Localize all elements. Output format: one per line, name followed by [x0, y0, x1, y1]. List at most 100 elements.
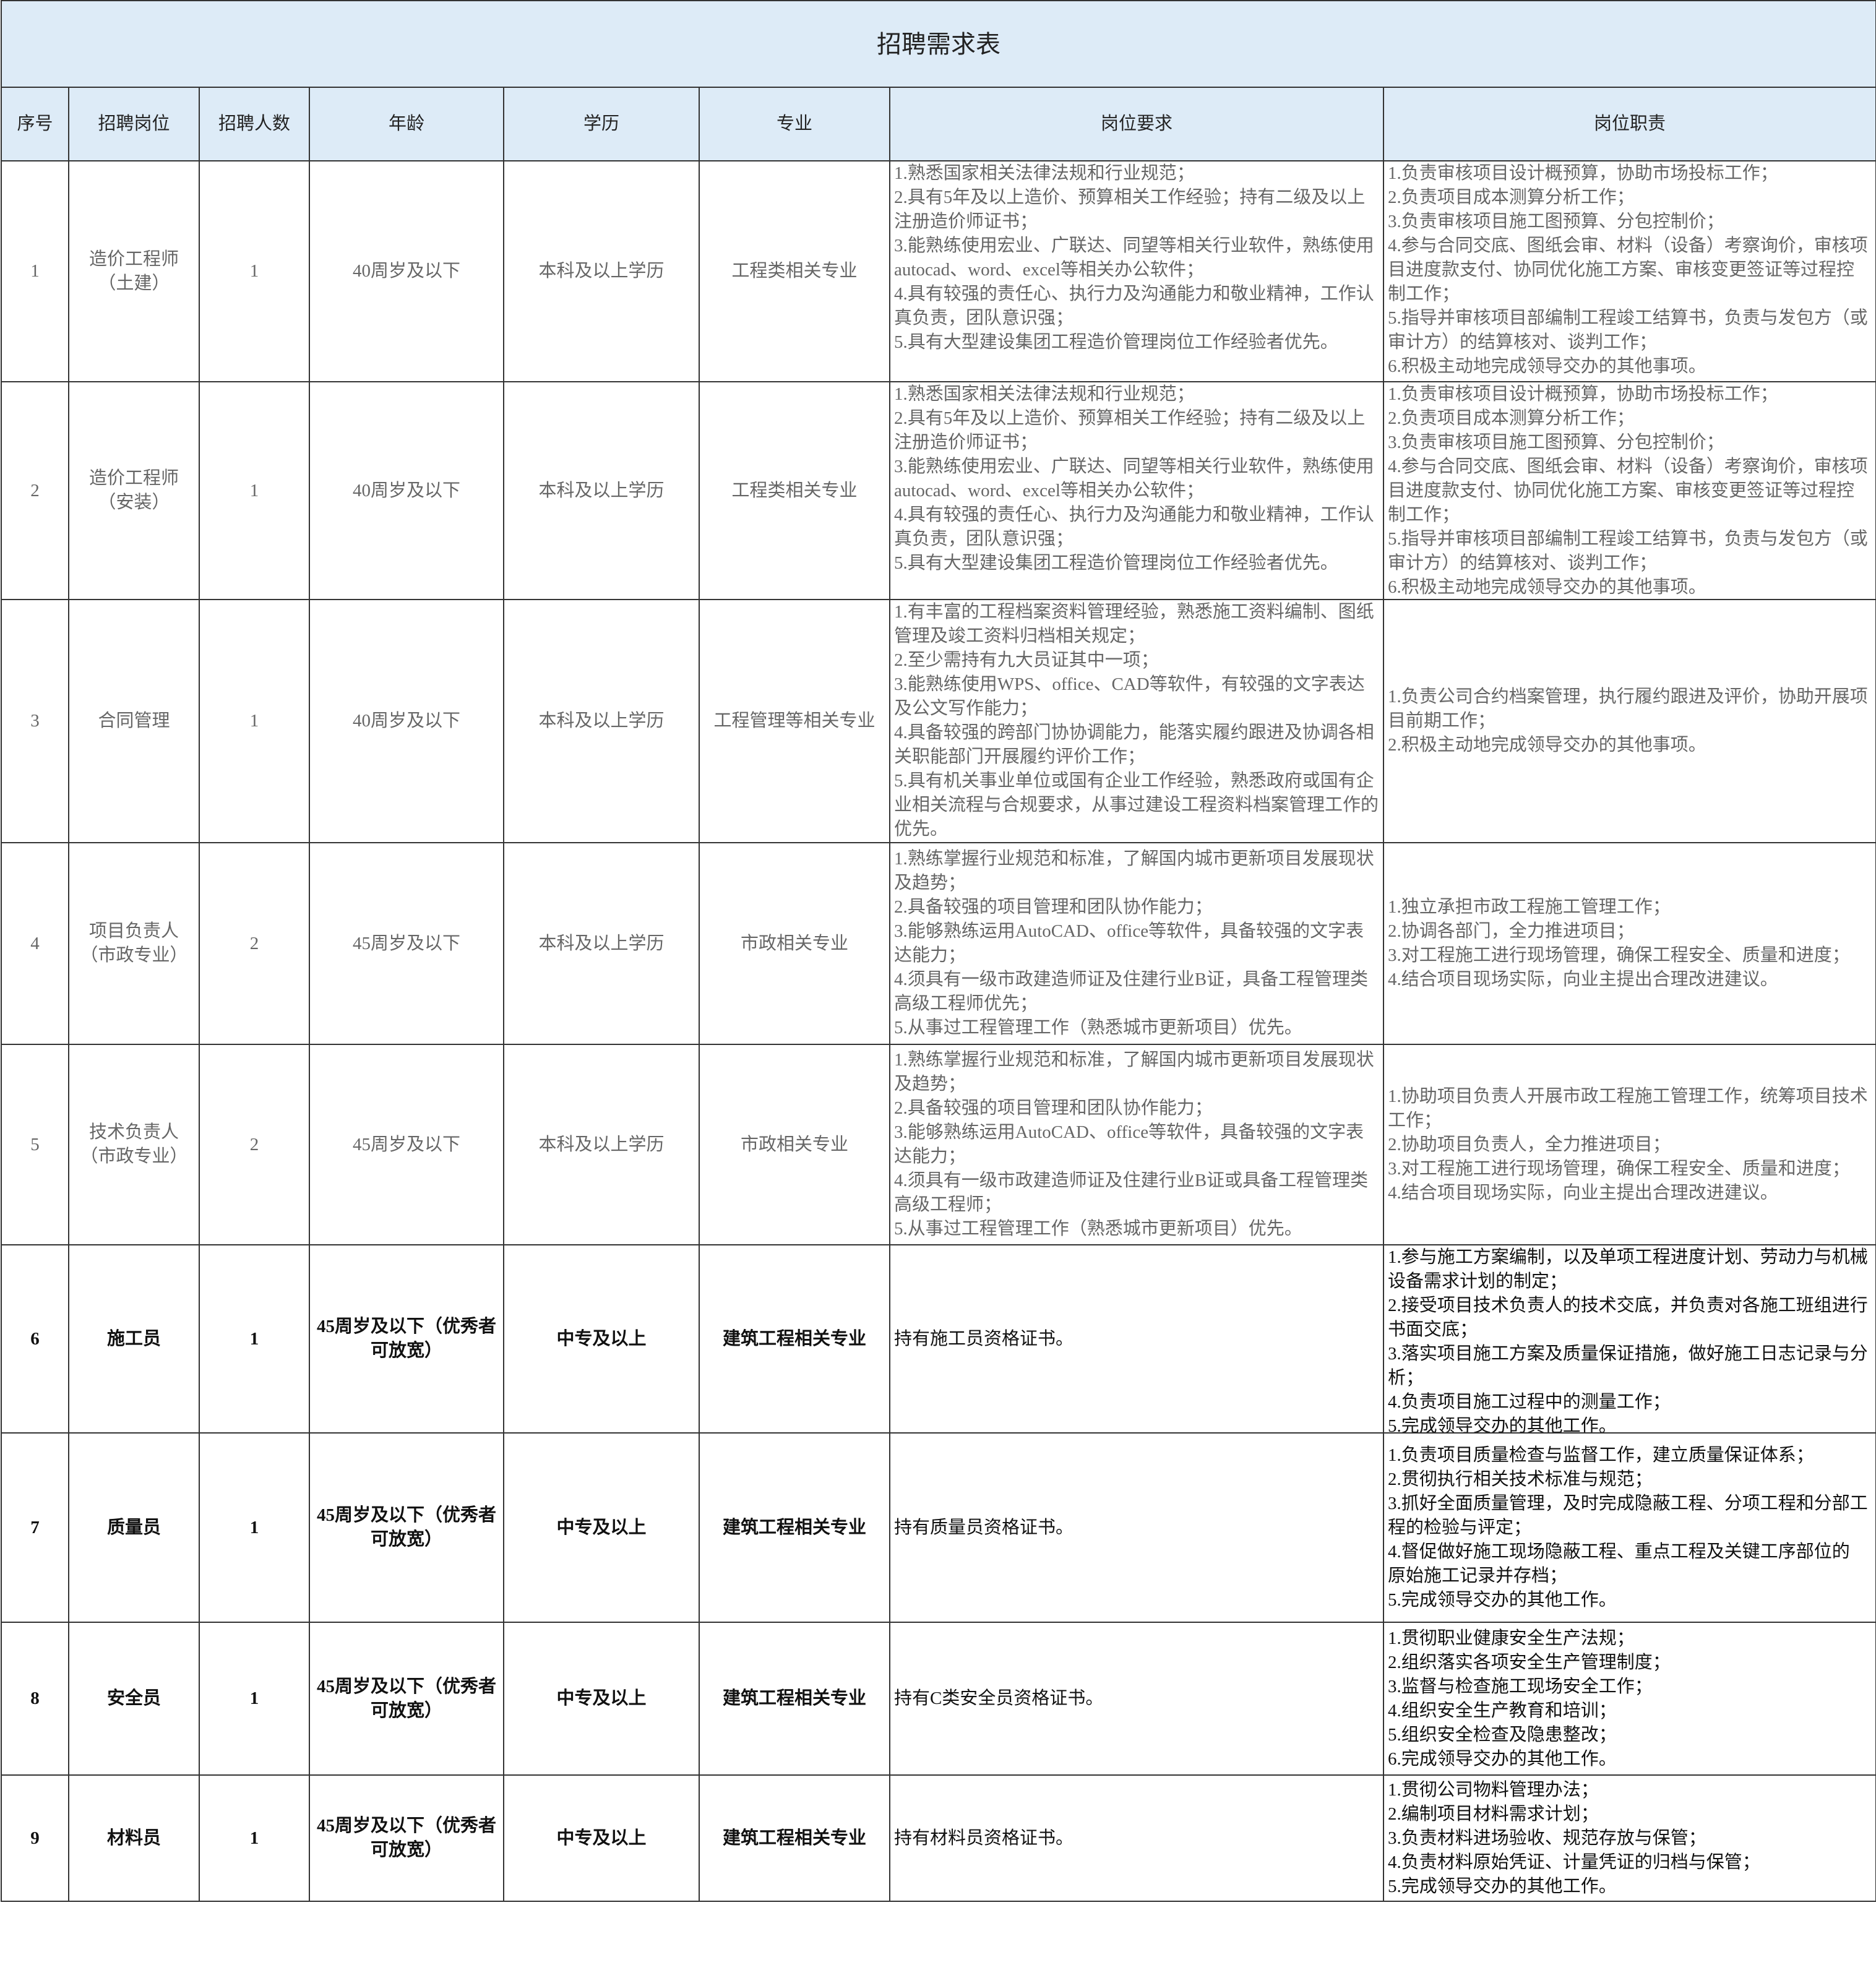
table-row: 5 技术负责人 （市政专业） 2 45周岁及以下 本科及以上学历 市政相关专业 1.熟练掌握行… [1, 1044, 1876, 1245]
cell-content: 持有C类安全员资格证书。 [894, 1687, 1379, 1711]
cell-content: 40周岁及以下 [314, 259, 499, 283]
cell-text: 45周岁及以下 [352, 1134, 460, 1154]
cell-age: 45周岁及以下（优秀者可放宽） [309, 1622, 504, 1776]
cell-count: 1 [199, 1244, 310, 1434]
cell-content: 45周岁及以下（优秀者可放宽） [314, 1503, 499, 1552]
text-line: 1.熟练掌握行业规范和标准，了解国内城市更新项目发展现状及趋势； [894, 1050, 1374, 1094]
text-line: 2.负责项目成本测算分析工作； [1388, 187, 1635, 207]
table-row: 3 合同管理 1 40周岁及以下 本科及以上学历 工程管理等相关专业 1.有丰富的工程档案资… [1, 599, 1876, 843]
cell-content: 9 [6, 1826, 64, 1851]
cell-text: 45周岁及以下 [352, 933, 460, 953]
cell-content: 合同管理 [73, 709, 195, 733]
cell-text: 本科及以上学历 [538, 261, 665, 281]
cell-content: 建筑工程相关专业 [704, 1826, 885, 1851]
cell-duties: 1.贯彻职业健康安全生产法规； 2.组织落实各项安全生产管理制度； 3.监督与检查施… [1383, 1622, 1876, 1776]
cell-content: 中专及以上 [508, 1826, 695, 1851]
cell-major: 市政相关专业 [699, 842, 890, 1045]
cell-text: 45周岁及以下（优秀者可放宽） [316, 1676, 496, 1721]
cell-text: 1 [249, 1828, 259, 1848]
text-line: 2.具备较强的项目管理和团队协作能力； [894, 1098, 1213, 1118]
cell-text: 1 [249, 1517, 259, 1537]
cell-content: 40周岁及以下 [314, 709, 499, 733]
text-line: 1.熟练掌握行业规范和标准，了解国内城市更新项目发展现状及趋势； [894, 849, 1374, 893]
text-line: 4.具有较强的责任心、执行力及沟通能力和敬业精神，工作认真负责，团队意识强； [894, 284, 1374, 328]
cell-content: 1.负责审核项目设计概预算，协助市场投标工作； 2.负责项目成本测算分析工作； 3.… [1388, 162, 1872, 379]
text-line: 5.完成领导交办的其他工作。 [1388, 1589, 1617, 1610]
cell-content: 1.协助项目负责人开展市政工程施工管理工作，统筹项目技术工作； 2.协助项目负责人… [1388, 1085, 1872, 1205]
cell-duties: 1.负责项目质量检查与监督工作，建立质量保证体系； 2.贯彻执行相关技术标准与规范… [1383, 1432, 1876, 1623]
text-line: 原始施工记录并存档； [1388, 1565, 1568, 1586]
header-row: 序号 招聘岗位 招聘人数 年龄 学历 专业 岗位要求 岗位职责 [1, 87, 1876, 161]
text-line: 造价工程师 [88, 249, 179, 269]
text-line: 2.具备较强的项目管理和团队协作能力； [894, 897, 1213, 917]
text-line: 1.负责审核项目设计概预算，协助市场投标工作； [1388, 163, 1778, 183]
cell-text: 建筑工程相关专业 [722, 1828, 866, 1848]
cell-requirements: 1.熟悉国家相关法律法规和行业规范； 2.具有5年及以上造价、预算相关工作经验；持… [889, 381, 1384, 600]
cell-content: 45周岁及以下（优秀者可放宽） [314, 1675, 499, 1723]
cell-text: 中专及以上 [556, 1688, 647, 1708]
cell-content: 造价工程师 （安装） [73, 467, 195, 515]
cell-content: 1 [204, 709, 305, 733]
table-row: 4 项目负责人 （市政专业） 2 45周岁及以下 本科及以上学历 市政相关专业 1.熟练掌握行… [1, 842, 1876, 1045]
cell-education: 本科及以上学历 [503, 381, 700, 600]
text-line: 持有C类安全员资格证书。 [894, 1688, 1104, 1708]
cell-duties: 1.贯彻公司物料管理办法； 2.编制项目材料需求计划； 3.负责材料进场验收、规范存… [1383, 1774, 1876, 1902]
cell-major: 建筑工程相关专业 [699, 1244, 890, 1434]
text-line: 1.协助项目负责人开展市政工程施工管理工作，统筹项目技术工作； [1388, 1086, 1868, 1130]
cell-text: 2 [249, 933, 259, 953]
cell-count: 1 [199, 381, 310, 600]
text-line: 3.能熟练使用WPS、office、CAD等软件，有较强的文字表达及公文写作能力… [894, 674, 1365, 718]
text-line: （市政专业） [80, 945, 188, 965]
cell-content: 本科及以上学历 [508, 259, 695, 283]
text-line: 1.独立承担市政工程施工管理工作； [1388, 897, 1671, 917]
cell-content: 持有质量员资格证书。 [894, 1516, 1379, 1540]
table-row: 1 造价工程师 （土建） 1 40周岁及以下 本科及以上学历 工程类相关专业 1.熟悉国家相关… [1, 160, 1876, 382]
text-line: 2.具有5年及以上造价、预算相关工作经验；持有二级及以上注册造价师证书； [894, 408, 1366, 452]
text-line: 5.从事过工程管理工作（熟悉城市更新项目）优先。 [894, 1018, 1302, 1038]
text-line: 5.指导并审核项目部编制工程竣工结算书，负责与发包方（或审计方）的结算核对、谈判… [1388, 529, 1868, 573]
cell-content: 中专及以上 [508, 1687, 695, 1711]
cell-duties: 1.参与施工方案编制，以及单项工程进度计划、劳动力与机械设备需求计划的制定； 2.… [1383, 1244, 1876, 1434]
cell-duties: 1.独立承担市政工程施工管理工作； 2.协调各部门，全力推进项目； 3.对工程施工进… [1383, 842, 1876, 1045]
cell-content: 40周岁及以下 [314, 479, 499, 503]
cell-content: 45周岁及以下（优秀者可放宽） [314, 1315, 499, 1363]
cell-education: 本科及以上学历 [503, 160, 700, 382]
cell-count: 1 [199, 1774, 310, 1902]
table-row: 7 质量员 1 45周岁及以下（优秀者可放宽） 中专及以上 建筑工程相关专业 持有质量员资格… [1, 1432, 1876, 1623]
cell-text: 8 [30, 1688, 40, 1708]
text-line: 3.监督与检查施工现场安全工作； [1388, 1676, 1653, 1696]
cell-content: 材料员 [73, 1826, 195, 1851]
cell-content: 1.熟练掌握行业规范和标准，了解国内城市更新项目发展现状及趋势； 2.具备较强的项… [894, 1048, 1379, 1241]
cell-requirements: 持有施工员资格证书。 [889, 1244, 1384, 1434]
cell-content: 1.负责审核项目设计概预算，协助市场投标工作； 2.负责项目成本测算分析工作； 3.… [1388, 383, 1872, 598]
text-line: 2.贯彻执行相关技术标准与规范； [1388, 1469, 1653, 1489]
cell-count: 1 [199, 1432, 310, 1623]
text-line: 持有材料员资格证书。 [894, 1828, 1074, 1848]
cell-text: 市政相关专业 [740, 933, 848, 953]
text-line: 4.结合项目现场实际，向业主提出合理改进建议。 [1388, 1182, 1778, 1203]
cell-major: 建筑工程相关专业 [699, 1774, 890, 1902]
cell-text: 2 [30, 480, 40, 501]
text-line: 2.负责项目成本测算分析工作； [1388, 408, 1635, 428]
text-line: 安全员 [106, 1688, 161, 1708]
cell-age: 45周岁及以下 [309, 1044, 504, 1245]
text-line: 造价工程师 [88, 468, 179, 488]
cell-content: 本科及以上学历 [508, 709, 695, 733]
text-line: 2.编制项目材料需求计划； [1388, 1804, 1599, 1824]
text-line: 4.督促做好施工现场隐蔽工程、重点工程及关键工序部位的 [1388, 1541, 1850, 1562]
cell-no: 1 [1, 160, 69, 382]
cell-content: 本科及以上学历 [508, 1133, 695, 1157]
text-line: 4.结合项目现场实际，向业主提出合理改进建议。 [1388, 970, 1778, 989]
cell-content: 1 [204, 1687, 305, 1711]
text-line: 3.负责审核项目施工图预算、分包控制价； [1388, 212, 1724, 231]
text-line: 3.负责材料进场验收、规范存放与保管； [1388, 1828, 1706, 1848]
cell-no: 6 [1, 1244, 69, 1434]
cell-text: 建筑工程相关专业 [722, 1328, 866, 1349]
cell-text: 中专及以上 [556, 1328, 647, 1349]
column-header: 专业 [699, 87, 890, 161]
text-line: 5.具有大型建设集团工程造价管理岗位工作经验者优先。 [894, 553, 1338, 573]
cell-text: 45周岁及以下（优秀者可放宽） [316, 1816, 496, 1860]
cell-age: 40周岁及以下 [309, 599, 504, 843]
cell-requirements: 1.熟练掌握行业规范和标准，了解国内城市更新项目发展现状及趋势； 2.具备较强的项… [889, 842, 1384, 1045]
